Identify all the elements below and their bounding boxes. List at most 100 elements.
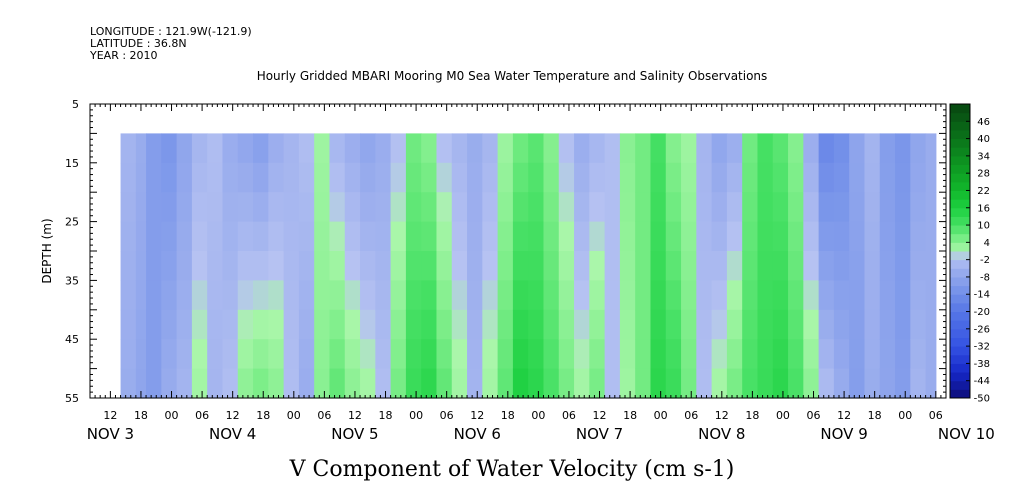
heatmap-cell	[574, 251, 590, 281]
heatmap-cell	[268, 162, 285, 193]
heatmap-cell	[146, 162, 162, 193]
y-tick-label: 25	[65, 216, 79, 229]
heatmap-cell	[910, 221, 927, 252]
heatmap-cell	[604, 192, 621, 223]
heatmap-cell	[120, 280, 137, 311]
heatmap-cell	[191, 133, 208, 164]
heatmap-cell	[314, 221, 331, 252]
x-tick-label: 00	[776, 409, 790, 422]
colorbar-swatch	[950, 147, 970, 157]
heatmap-cell	[757, 162, 774, 193]
heatmap-cell	[298, 221, 315, 252]
colorbar-label: 10	[977, 221, 990, 232]
heatmap-cell	[191, 368, 208, 399]
heatmap-cell	[237, 309, 254, 340]
heatmap-cell	[512, 280, 529, 311]
heatmap-cell	[803, 251, 820, 281]
colorbar-swatch	[950, 268, 970, 278]
heatmap-cell	[421, 133, 438, 164]
colorbar-label: -14	[974, 290, 990, 301]
heatmap-cell	[268, 309, 285, 340]
heatmap-cell	[120, 309, 137, 340]
heatmap-cell	[436, 339, 453, 370]
heatmap-cell	[161, 221, 178, 252]
heatmap-cell	[161, 280, 178, 311]
colorbar-swatch	[950, 337, 970, 347]
heatmap-cell	[283, 339, 300, 370]
heatmap-cell	[161, 133, 178, 164]
colorbar: 46 40 34 28 22 16 10 4 -2 -8 -14 -20 -26 -32 -38 -44 -50	[949, 103, 990, 405]
x-tick-label: 12	[348, 409, 362, 422]
heatmap-cell	[421, 368, 438, 399]
x-day-label: NOV 6	[454, 425, 501, 443]
x-tick-label: 12	[837, 409, 851, 422]
heatmap-cell	[879, 133, 896, 164]
heatmap-cell	[482, 221, 499, 252]
heatmap-cell	[895, 368, 911, 399]
heatmap-cell	[772, 251, 789, 281]
heatmap-cell	[558, 339, 575, 370]
heatmap-cell	[421, 339, 438, 370]
heatmap-cell	[135, 162, 147, 193]
heatmap-cell	[772, 280, 789, 311]
heatmap-cell	[604, 339, 621, 370]
heatmap-cell	[589, 221, 606, 252]
heatmap-cell	[360, 339, 376, 370]
heatmap-cell	[803, 192, 820, 223]
heatmap-cell	[558, 162, 575, 193]
colorbar-swatch	[950, 346, 970, 356]
colorbar-swatch	[950, 320, 970, 330]
heatmap-cell	[742, 133, 759, 164]
heatmap-cell	[925, 368, 937, 399]
colorbar-label: -44	[974, 376, 990, 387]
heatmap-cell	[497, 133, 514, 164]
heatmap-cell	[146, 280, 162, 311]
heatmap-cell	[120, 221, 137, 252]
heatmap-cell	[910, 133, 927, 164]
heatmap-cell	[390, 309, 407, 340]
heatmap-cell	[879, 192, 896, 223]
heatmap-cell	[528, 280, 545, 311]
heatmap-cell	[788, 162, 804, 193]
heatmap-cell	[253, 251, 269, 281]
colorbar-label: 40	[977, 134, 990, 145]
colorbar-swatch	[950, 294, 970, 304]
heatmap-cell	[314, 309, 331, 340]
heatmap-cell	[421, 309, 438, 340]
heatmap-cell	[895, 280, 911, 311]
chart-title: Hourly Gridded MBARI Mooring M0 Sea Wate…	[257, 69, 768, 83]
heatmap-cell	[329, 368, 346, 399]
heatmap-cell	[879, 162, 896, 193]
x-tick-label: 18	[868, 409, 882, 422]
heatmap-cell	[619, 221, 636, 252]
heatmap-cell	[329, 133, 346, 164]
heatmap-cell	[467, 368, 483, 399]
heatmap-cell	[360, 192, 376, 223]
heatmap-cell	[436, 280, 453, 311]
heatmap-cell	[818, 339, 835, 370]
x-tick-label: 12	[103, 409, 117, 422]
heatmap-cell	[135, 251, 147, 281]
x-tick-label: 00	[287, 409, 301, 422]
heatmap-cell	[222, 339, 239, 370]
heatmap-cell	[895, 339, 911, 370]
heatmap-cell	[120, 339, 137, 370]
heatmap-cell	[650, 339, 667, 370]
heatmap-cell	[135, 280, 147, 311]
heatmap-cell	[711, 133, 728, 164]
heatmap-cell	[681, 221, 697, 252]
heatmap-cell	[619, 368, 636, 399]
heatmap-cell	[176, 192, 193, 223]
heatmap-cell	[543, 192, 560, 223]
heatmap-cell	[360, 221, 376, 252]
year-text: YEAR : 2010	[89, 49, 158, 62]
heatmap-cell	[405, 339, 422, 370]
heatmap-cell	[696, 339, 713, 370]
heatmap-cell	[925, 221, 937, 252]
heatmap-cell	[788, 368, 804, 399]
heatmap-cell	[298, 339, 315, 370]
heatmap-cell	[451, 133, 468, 164]
heatmap-cell	[467, 133, 483, 164]
x-tick-label: 00	[409, 409, 423, 422]
